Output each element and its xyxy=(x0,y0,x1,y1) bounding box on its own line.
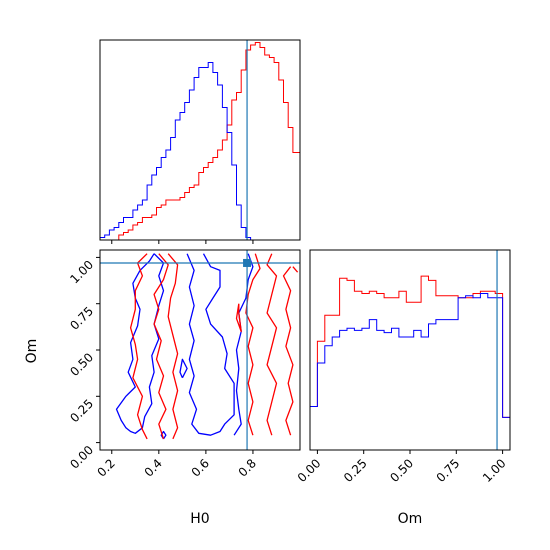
contour-line xyxy=(245,253,261,436)
om-y-tick-label: 0.25 xyxy=(67,397,96,426)
h0-x-tick-label: 0.8 xyxy=(236,456,259,479)
h0-histogram-series xyxy=(100,62,300,240)
contour-line xyxy=(129,253,148,440)
truth-marker xyxy=(243,258,252,267)
contour-line xyxy=(160,430,167,440)
contour-line xyxy=(266,253,278,436)
om-x-tick-label: 0.25 xyxy=(341,456,370,485)
h0-histogram-series xyxy=(100,42,300,240)
om-ylabel: Om xyxy=(24,339,40,364)
contour-line xyxy=(233,253,254,436)
om-x-tick-label: 1.00 xyxy=(480,456,509,485)
om-xlabel: Om xyxy=(398,511,423,527)
om-y-tick-label: 0.50 xyxy=(67,350,96,379)
h0-marginal-frame xyxy=(99,39,301,241)
om-y-tick-label: 1.00 xyxy=(67,258,96,287)
om-x-tick-label: 0.50 xyxy=(387,456,416,485)
om-histogram-series xyxy=(310,293,510,450)
contour-group xyxy=(100,250,300,450)
om-x-tick-label: 0.75 xyxy=(434,456,463,485)
contour-line xyxy=(179,358,188,379)
contour-line xyxy=(186,253,235,436)
om-y-tick-label: 0.75 xyxy=(67,304,96,333)
h0-x-tick-label: 0.4 xyxy=(142,456,165,479)
om-histogram-series xyxy=(310,275,510,450)
h0-xlabel: H0 xyxy=(190,511,209,527)
om-x-tick-label: 0.00 xyxy=(295,456,324,485)
h0-x-tick-label: 0.6 xyxy=(189,456,212,479)
contour-line xyxy=(292,266,299,273)
om-y-tick-label: 0.00 xyxy=(67,443,96,472)
contour-line xyxy=(167,253,179,440)
om-histogram-group xyxy=(310,250,510,450)
contour-frame xyxy=(99,249,301,451)
h0-x-tick-label: 0.2 xyxy=(94,456,117,479)
contour-line xyxy=(153,253,169,440)
contour-line xyxy=(282,266,294,436)
contour-line xyxy=(235,303,242,333)
h0-histogram-group xyxy=(100,40,300,240)
